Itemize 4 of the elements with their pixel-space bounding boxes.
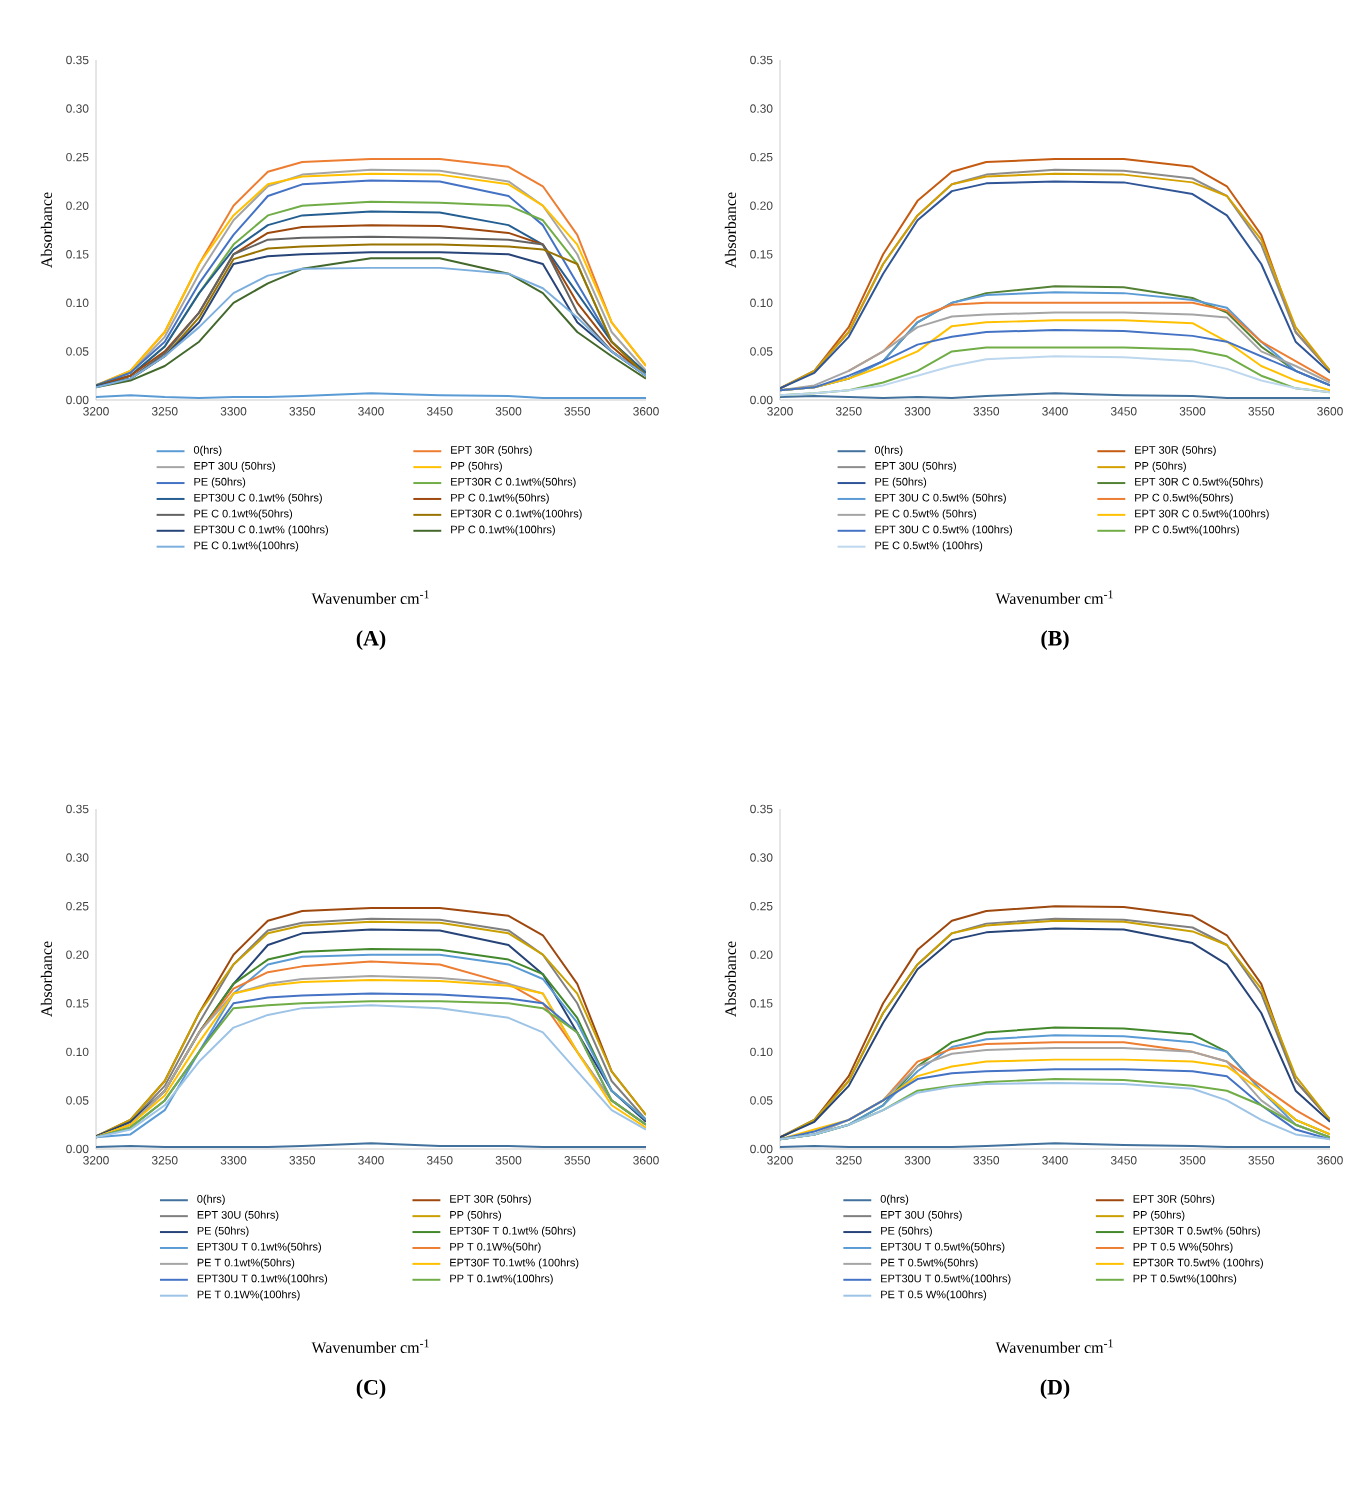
text: (D): [1040, 1379, 1070, 1400]
text: (C): [356, 1379, 386, 1400]
text: (B): [1041, 630, 1069, 651]
text: (A): [356, 630, 386, 651]
